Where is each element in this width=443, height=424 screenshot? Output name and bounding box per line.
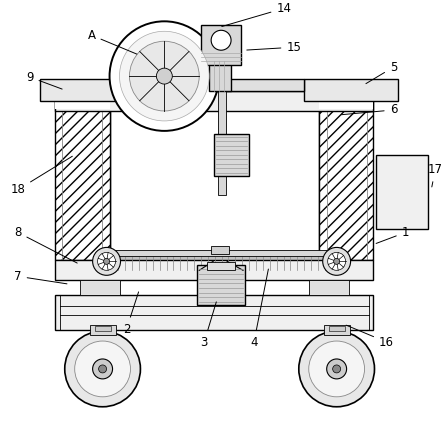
Text: 4: 4: [250, 269, 268, 349]
Bar: [89, 325, 116, 335]
Text: 9: 9: [26, 71, 62, 89]
Bar: [319, 101, 373, 260]
Bar: [109, 101, 319, 260]
Circle shape: [211, 30, 231, 50]
Text: 18: 18: [11, 156, 72, 196]
Bar: [209, 61, 231, 91]
Text: 2: 2: [123, 292, 139, 335]
Circle shape: [334, 258, 340, 264]
Bar: [201, 25, 241, 65]
Text: 17: 17: [428, 163, 443, 187]
Circle shape: [109, 21, 219, 131]
Bar: [309, 280, 349, 295]
Bar: [214, 134, 249, 176]
Bar: [304, 79, 398, 101]
Circle shape: [93, 359, 113, 379]
Circle shape: [323, 248, 350, 275]
Circle shape: [99, 365, 107, 373]
Bar: [211, 246, 229, 254]
Bar: [55, 83, 109, 109]
Circle shape: [309, 341, 365, 397]
Bar: [100, 252, 344, 271]
Bar: [135, 79, 304, 91]
Circle shape: [156, 68, 172, 84]
Circle shape: [75, 341, 131, 397]
Circle shape: [104, 258, 109, 264]
Bar: [55, 91, 373, 111]
Circle shape: [333, 365, 341, 373]
Text: 1: 1: [376, 226, 409, 243]
Text: 6: 6: [342, 103, 397, 117]
Circle shape: [129, 41, 199, 111]
Bar: [40, 79, 135, 101]
Circle shape: [65, 331, 140, 407]
Bar: [377, 155, 428, 229]
Text: 14: 14: [222, 2, 291, 27]
Text: 15: 15: [247, 41, 301, 54]
Bar: [55, 101, 109, 260]
Bar: [319, 83, 373, 109]
Bar: [80, 280, 120, 295]
Bar: [197, 265, 245, 305]
Text: 5: 5: [366, 61, 397, 84]
Text: 7: 7: [14, 270, 67, 284]
Circle shape: [328, 252, 346, 271]
Bar: [100, 251, 344, 257]
Text: A: A: [88, 29, 137, 54]
Bar: [218, 89, 226, 134]
Bar: [95, 326, 111, 331]
Text: 8: 8: [14, 226, 77, 263]
Bar: [55, 260, 373, 280]
Text: 16: 16: [346, 325, 394, 349]
Circle shape: [93, 248, 120, 275]
Circle shape: [299, 331, 374, 407]
Text: 3: 3: [201, 302, 216, 349]
Circle shape: [326, 359, 346, 379]
Bar: [207, 262, 235, 271]
Bar: [324, 325, 350, 335]
Bar: [329, 326, 345, 331]
Bar: [218, 176, 226, 195]
Circle shape: [97, 252, 116, 271]
Bar: [55, 295, 373, 330]
Circle shape: [120, 31, 209, 121]
